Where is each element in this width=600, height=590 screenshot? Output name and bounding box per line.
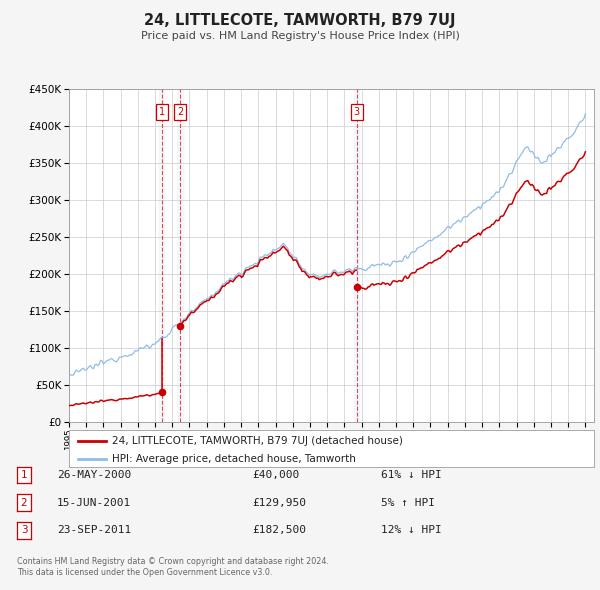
- Text: 5% ↑ HPI: 5% ↑ HPI: [381, 498, 435, 507]
- Text: £129,950: £129,950: [252, 498, 306, 507]
- Text: This data is licensed under the Open Government Licence v3.0.: This data is licensed under the Open Gov…: [17, 568, 272, 577]
- Text: HPI: Average price, detached house, Tamworth: HPI: Average price, detached house, Tamw…: [112, 454, 356, 464]
- Bar: [159, 88, 164, 422]
- Text: £40,000: £40,000: [252, 470, 299, 480]
- Text: 15-JUN-2001: 15-JUN-2001: [57, 498, 131, 507]
- Text: 23-SEP-2011: 23-SEP-2011: [57, 526, 131, 535]
- Text: 3: 3: [20, 526, 28, 535]
- Text: £182,500: £182,500: [252, 526, 306, 535]
- Text: Price paid vs. HM Land Registry's House Price Index (HPI): Price paid vs. HM Land Registry's House …: [140, 31, 460, 41]
- Bar: [354, 88, 359, 422]
- Text: 1: 1: [159, 107, 165, 117]
- Text: 1: 1: [20, 470, 28, 480]
- Text: 26-MAY-2000: 26-MAY-2000: [57, 470, 131, 480]
- Text: 2: 2: [20, 498, 28, 507]
- Text: 61% ↓ HPI: 61% ↓ HPI: [381, 470, 442, 480]
- Bar: [178, 88, 182, 422]
- Text: 24, LITTLECOTE, TAMWORTH, B79 7UJ: 24, LITTLECOTE, TAMWORTH, B79 7UJ: [144, 13, 456, 28]
- Text: 3: 3: [354, 107, 360, 117]
- Text: 24, LITTLECOTE, TAMWORTH, B79 7UJ (detached house): 24, LITTLECOTE, TAMWORTH, B79 7UJ (detac…: [112, 435, 403, 445]
- Text: 12% ↓ HPI: 12% ↓ HPI: [381, 526, 442, 535]
- Text: Contains HM Land Registry data © Crown copyright and database right 2024.: Contains HM Land Registry data © Crown c…: [17, 558, 329, 566]
- Text: 2: 2: [177, 107, 183, 117]
